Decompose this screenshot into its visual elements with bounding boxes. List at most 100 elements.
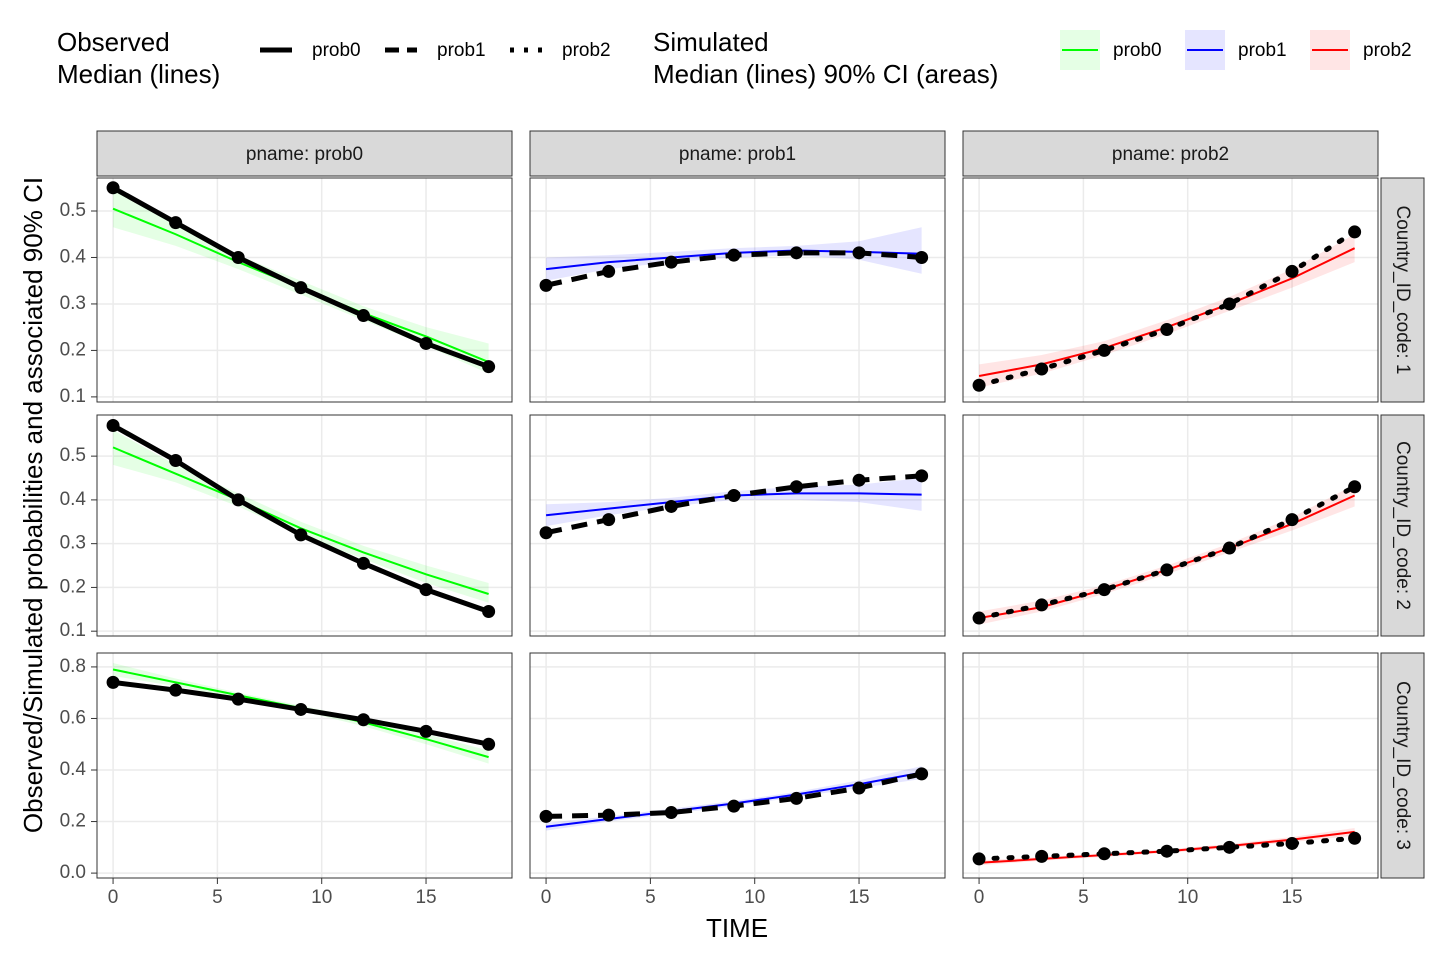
y-tick-label: 0.5 (60, 200, 86, 221)
y-tick-label: 0.4 (60, 489, 87, 510)
observed-point (169, 683, 183, 697)
observed-point (356, 556, 370, 570)
legend-title: Observed (57, 27, 170, 57)
y-tick-label: 0.1 (60, 386, 86, 407)
x-tick-label: 15 (415, 887, 436, 908)
observed-point (1222, 297, 1236, 311)
strip (529, 130, 946, 177)
observed-point (1097, 583, 1111, 597)
panel-border (96, 414, 513, 637)
legend-label: prob2 (562, 40, 611, 61)
strip (96, 130, 513, 177)
y-tick-label: 0.2 (60, 339, 86, 360)
x-tick-label: 5 (1078, 887, 1089, 908)
observed-point (1035, 598, 1049, 612)
observed-point (1160, 563, 1174, 577)
y-axis-title: Observed/Simulated probabilities and ass… (18, 177, 48, 833)
strip (1380, 414, 1425, 637)
panel (962, 177, 1379, 403)
observed-point (169, 454, 183, 468)
x-tick-label: 0 (108, 887, 119, 908)
y-tick-label: 0.2 (60, 811, 86, 832)
panel-border (962, 652, 1379, 879)
legend-label: prob2 (1363, 40, 1412, 61)
observed-point (1222, 541, 1236, 555)
observed-point (539, 526, 553, 540)
observed-point (1348, 831, 1362, 845)
observed-point (915, 250, 929, 264)
y-tick-label: 0.5 (60, 445, 86, 466)
strip-label: pname: prob1 (679, 144, 796, 165)
observed-point (231, 250, 245, 264)
strip (1380, 177, 1425, 403)
observed-point (1160, 323, 1174, 337)
x-tick-label: 10 (1177, 887, 1198, 908)
observed-point (106, 675, 120, 689)
observed-point (727, 489, 741, 503)
observed-point (482, 360, 496, 374)
observed-point (664, 255, 678, 269)
strip-label: pname: prob2 (1112, 144, 1229, 165)
observed-point (231, 692, 245, 706)
observed-point (482, 737, 496, 751)
strip (1380, 652, 1425, 879)
observed-point (539, 278, 553, 292)
y-tick-label: 0.3 (60, 293, 86, 314)
x-tick-label: 5 (645, 887, 656, 908)
panel (529, 177, 946, 403)
observed-point (915, 767, 929, 781)
panel-border (529, 177, 946, 403)
observed-point (915, 469, 929, 483)
panel (96, 652, 513, 879)
panel-bg (963, 178, 1378, 402)
panel-bg (97, 415, 512, 636)
x-tick-label: 15 (1281, 887, 1302, 908)
observed-point (852, 781, 866, 795)
observed-point (972, 611, 986, 625)
strip-label: pname: prob0 (246, 144, 363, 165)
y-tick-label: 0.3 (60, 533, 86, 554)
observed-point (972, 852, 986, 866)
simulated-line (112, 446, 489, 595)
strip-label: Country_ID_code: 1 (1392, 206, 1413, 375)
ci-area (979, 234, 1355, 388)
observed-point (419, 724, 433, 738)
observed-point (602, 264, 616, 278)
observed-point (294, 702, 308, 716)
y-tick-label: 0.8 (60, 656, 86, 677)
panel (962, 414, 1379, 637)
y-tick-label: 0.4 (60, 246, 87, 267)
observed-point (1285, 513, 1299, 527)
y-tick-label: 0.4 (60, 759, 87, 780)
observed-point (294, 281, 308, 295)
observed-point (1348, 225, 1362, 239)
panel (529, 414, 946, 637)
observed-point (1097, 847, 1111, 861)
observed-point (789, 246, 803, 260)
observed-point (1285, 264, 1299, 278)
observed-point (789, 791, 803, 805)
x-axis-title: TIME (706, 913, 768, 943)
observed-point (852, 246, 866, 260)
strip-label: Country_ID_code: 3 (1392, 681, 1413, 850)
panel-border (529, 414, 946, 637)
y-tick-label: 0.0 (60, 862, 86, 883)
legend-title: Simulated (653, 27, 769, 57)
observed-point (1035, 849, 1049, 863)
panel-bg (963, 653, 1378, 878)
observed-point (1097, 343, 1111, 357)
panel-border (529, 652, 946, 879)
panel-bg (530, 653, 945, 878)
observed-point (294, 528, 308, 542)
observed-point (539, 809, 553, 823)
panel-border (96, 652, 513, 879)
y-tick-label: 0.2 (60, 576, 86, 597)
x-tick-label: 10 (744, 887, 765, 908)
panel-border (962, 414, 1379, 637)
legend-label: prob0 (312, 40, 361, 61)
panel (529, 652, 946, 879)
y-tick-label: 0.6 (60, 707, 86, 728)
observed-point (106, 181, 120, 195)
observed-point (419, 583, 433, 597)
